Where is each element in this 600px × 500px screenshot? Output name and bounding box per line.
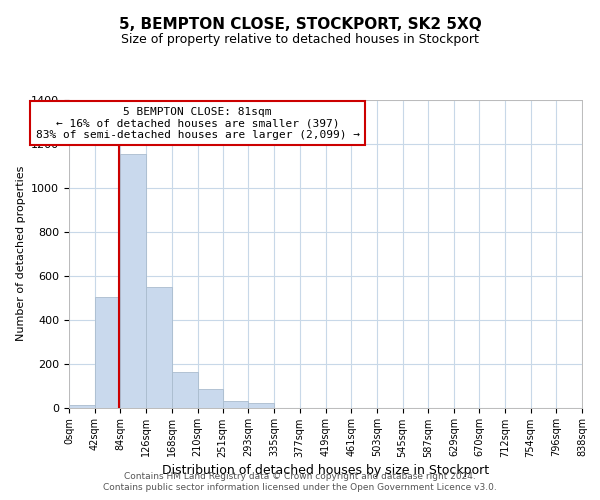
Bar — [95, 297, 121, 408]
Text: Size of property relative to detached houses in Stockport: Size of property relative to detached ho… — [121, 33, 479, 46]
Bar — [223, 402, 248, 407]
Bar — [248, 403, 274, 407]
Text: 5, BEMPTON CLOSE, STOCKPORT, SK2 5XQ: 5, BEMPTON CLOSE, STOCKPORT, SK2 5XQ — [119, 17, 481, 32]
Bar — [172, 372, 197, 408]
Bar — [197, 390, 223, 407]
Y-axis label: Number of detached properties: Number of detached properties — [16, 166, 26, 342]
Bar — [121, 154, 146, 407]
Text: Contains HM Land Registry data © Crown copyright and database right 2024.: Contains HM Land Registry data © Crown c… — [124, 472, 476, 481]
Bar — [69, 406, 95, 407]
Text: 5 BEMPTON CLOSE: 81sqm
← 16% of detached houses are smaller (397)
83% of semi-de: 5 BEMPTON CLOSE: 81sqm ← 16% of detached… — [35, 106, 359, 140]
Text: Contains public sector information licensed under the Open Government Licence v3: Contains public sector information licen… — [103, 484, 497, 492]
X-axis label: Distribution of detached houses by size in Stockport: Distribution of detached houses by size … — [162, 464, 489, 476]
Bar — [146, 288, 172, 408]
